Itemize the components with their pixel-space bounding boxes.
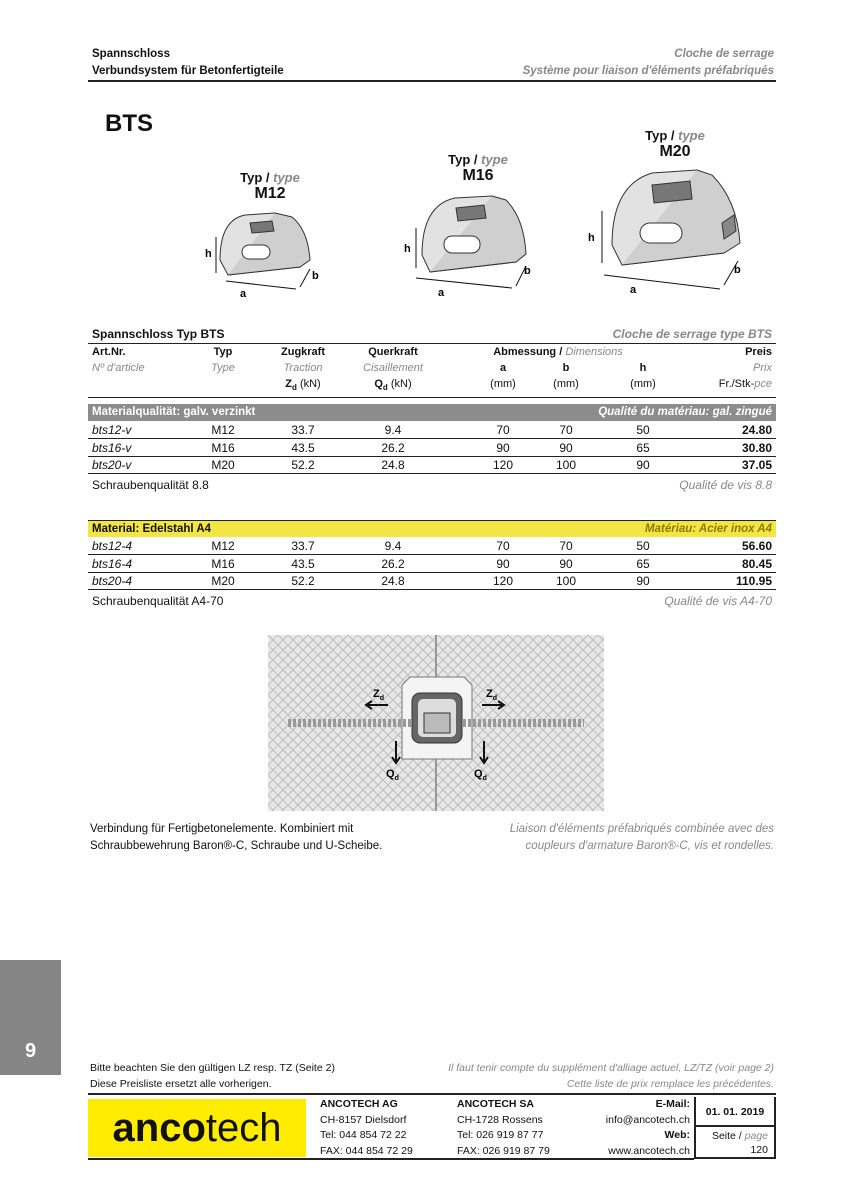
header-subtitle-fr: Système pour liaison d'éléments préfabri… — [522, 65, 774, 77]
chapter-tab: 9 — [0, 960, 61, 1075]
svg-text:b: b — [312, 270, 319, 282]
svg-text:a: a — [630, 284, 637, 296]
qd-left-label: Qd — [386, 768, 399, 782]
screw-quality-note: Schraubenqualität 8.8 Qualité de vis 8.8 — [92, 477, 772, 492]
svg-text:a: a — [240, 288, 247, 300]
svg-text:b: b — [734, 264, 741, 276]
footer-note-fr-1: Il faut tenir compte du supplément d'all… — [448, 1062, 774, 1074]
page-number: Seite / page 120 — [711, 1130, 768, 1156]
product-image-m20: h a b — [588, 169, 741, 296]
zd-left-label: Zd — [373, 688, 384, 702]
table-row: bts20-v M20 52.2 24.8 120 100 90 37.05 — [88, 457, 776, 474]
product-image-m16: h a b — [404, 195, 531, 299]
table-header-de: Art.Nr. Typ Zugkraft Querkraft Abmessung / … — [92, 346, 772, 358]
ancotech-logo: ancotech — [88, 1099, 306, 1157]
email-link[interactable]: info@ancotech.ch — [605, 1113, 690, 1126]
installation-diagram: Zd Zd Qd Qd — [268, 635, 604, 811]
web-link[interactable]: www.ancotech.ch — [608, 1144, 690, 1157]
price-list-date: 01. 01. 2019 — [696, 1097, 774, 1127]
svg-text:h: h — [205, 248, 212, 260]
product-image-m12: h a b — [205, 212, 319, 300]
table-title: Spannschloss Typ BTS Cloche de serrage ty… — [92, 327, 772, 341]
footer-note-fr-2: Cette liste de prix remplace les précéde… — [566, 1078, 774, 1090]
svg-text:h: h — [404, 243, 411, 255]
caption-de: Verbindung für Fertigbetonelemente. Komb… — [90, 823, 383, 852]
header-title-fr: Cloche de serrage — [674, 48, 774, 60]
table-row: bts16-v M16 43.5 26.2 90 90 65 30.80 — [88, 440, 776, 457]
header-subtitle-de: Verbundsystem für Betonfertigteile — [92, 65, 284, 77]
header-title-de: Spannschloss — [92, 48, 170, 60]
product-m20: Typ / type M20 — [645, 128, 705, 160]
ancotech-sa-address: ANCOTECH SA CH-1728 Rossens Tel: 026 919 8… — [457, 1098, 550, 1157]
ancotech-ag-address: ANCOTECH AG CH-8157 Dielsdorf Tel: 044 854… — [320, 1098, 413, 1157]
contact-info: E-Mail: info@ancotech.ch Web: www.ancotech.… — [606, 1097, 690, 1159]
table-row: bts12-4 M12 33.7 9.4 70 70 50 56.60 — [88, 538, 776, 555]
svg-text:b: b — [524, 265, 531, 277]
table-row: bts20-4 M20 52.2 24.8 120 100 90 110.95 — [88, 573, 776, 590]
table-row: bts16-4 M16 43.5 26.2 90 90 65 80.45 — [88, 556, 776, 573]
table-row: bts12-v M12 33.7 9.4 70 70 50 24.80 — [88, 422, 776, 439]
screw-quality-note: Schraubenqualität A4-70 Qualité de vis A4… — [92, 593, 772, 608]
product-m16: Typ / type M16 — [448, 152, 508, 184]
footer-note-de-2: Diese Preisliste ersetzt alle vorherigen… — [90, 1078, 272, 1090]
product-title: BTS — [105, 110, 153, 137]
table-header-units: Zd (kN) Qd (kN) (mm) (mm) (mm) Fr./Stk-pce — [285, 378, 772, 393]
material-bar: Material: Edelstahl A4 Matériau: Acier i… — [88, 520, 776, 537]
caption-fr: Liaison d'éléments préfabriqués combinée… — [509, 823, 774, 852]
qd-right-label: Qd — [474, 768, 487, 782]
svg-text:h: h — [588, 232, 595, 244]
header-rule — [88, 80, 776, 82]
product-m12: Typ / type M12 — [240, 170, 300, 202]
footer-note-de-1: Bitte beachten Sie den gültigen LZ resp.… — [90, 1062, 335, 1074]
svg-text:a: a — [438, 287, 445, 299]
material-bar: Materialqualität: galv. verzinkt Qualité… — [88, 404, 776, 421]
zd-right-label: Zd — [486, 688, 497, 702]
